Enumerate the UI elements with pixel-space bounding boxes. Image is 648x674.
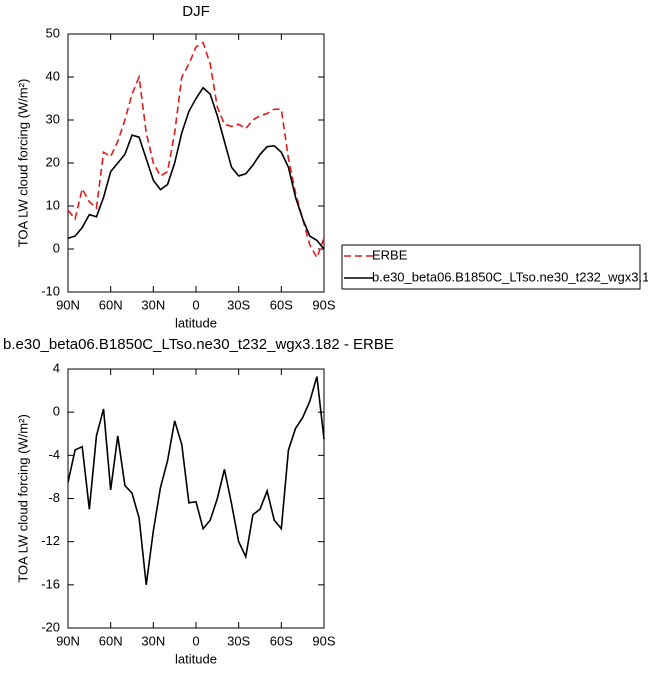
- x-tick-label: 30S: [227, 633, 250, 648]
- y-tick-label: 0: [53, 404, 60, 419]
- x-tick-label: 90S: [312, 297, 335, 312]
- y-tick-label: -4: [48, 447, 60, 462]
- y-tick-label: -8: [48, 490, 60, 505]
- x-tick-label: 60N: [99, 297, 123, 312]
- x-tick-label: 0: [192, 297, 199, 312]
- legend-label: b.e30_beta06.B1850C_LTso.ne30_t232_wgx3.…: [372, 269, 648, 284]
- legend-label: ERBE: [372, 247, 408, 262]
- x-tick-label: 0: [192, 633, 199, 648]
- y-tick-label: 30: [46, 111, 60, 126]
- x-tick-label: 90N: [56, 633, 80, 648]
- x-axis-label: latitude: [175, 315, 217, 330]
- y-tick-label: 4: [53, 360, 60, 375]
- y-tick-label: -16: [41, 576, 60, 591]
- y-tick-label: 0: [53, 240, 60, 255]
- chart-title: b.e30_beta06.B1850C_LTso.ne30_t232_wgx3.…: [3, 336, 394, 353]
- y-tick-label: 10: [46, 197, 60, 212]
- x-tick-label: 30S: [227, 297, 250, 312]
- data-line: [67, 376, 325, 585]
- data-line: [67, 86, 325, 250]
- y-tick-label: -10: [41, 283, 60, 298]
- plot-frame: [67, 368, 325, 629]
- y-tick-label: 40: [46, 68, 60, 83]
- x-axis-label: latitude: [175, 651, 217, 666]
- x-tick-label: 90S: [312, 633, 335, 648]
- x-tick-label: 30N: [141, 297, 165, 312]
- x-tick-label: 60N: [99, 633, 123, 648]
- y-axis-label: TOA LW cloud forcing (W/m²): [15, 414, 30, 583]
- chart-title: DJF: [182, 3, 210, 20]
- x-tick-label: 30N: [141, 633, 165, 648]
- y-tick-label: -20: [41, 619, 60, 634]
- legend-box: [341, 244, 641, 290]
- x-tick-label: 90N: [56, 297, 80, 312]
- x-tick-label: 60S: [270, 633, 293, 648]
- y-axis-label: TOA LW cloud forcing (W/m²): [15, 79, 30, 248]
- y-tick-label: -12: [41, 533, 60, 548]
- x-tick-label: 60S: [270, 297, 293, 312]
- data-line: [67, 41, 325, 260]
- y-tick-label: 50: [46, 25, 60, 40]
- y-tick-label: 20: [46, 154, 60, 169]
